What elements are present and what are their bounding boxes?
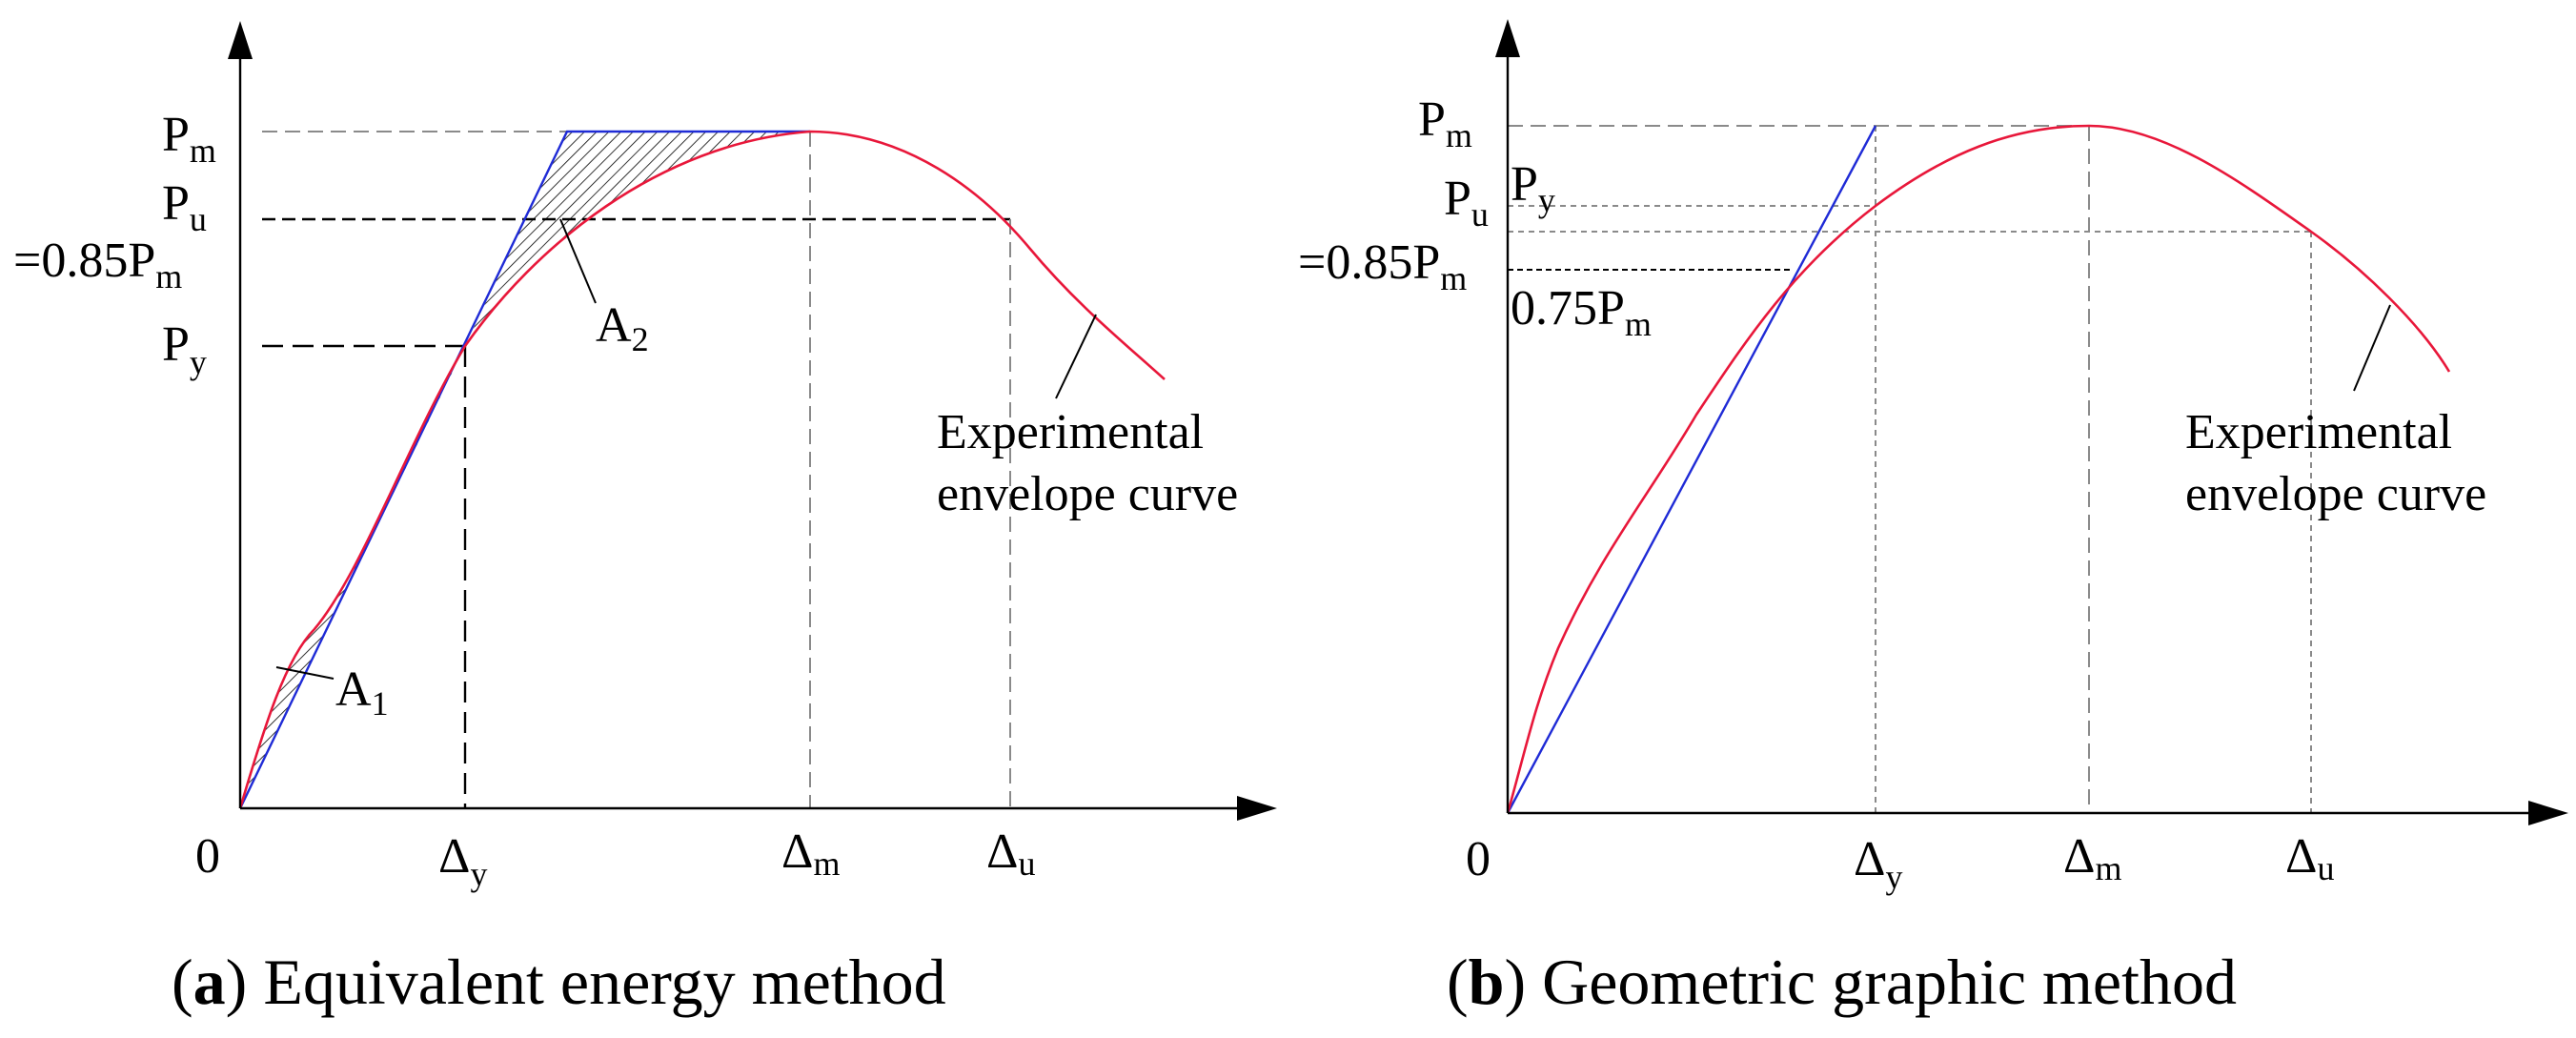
label-pm-b: Pm [1418, 92, 1472, 154]
label-dm-b: Δm [2063, 829, 2121, 887]
label-du-b: Δu [2285, 829, 2334, 887]
label-pu-eq-a: =0.85Pm [13, 234, 182, 295]
curve-label-a-line1: Experimental [937, 405, 1204, 459]
caption-a: (a) Equivalent energy method [172, 946, 946, 1018]
equivalent-secant-line [238, 130, 810, 809]
y-axis-arrow-b [1495, 19, 1520, 57]
a2-leader [559, 218, 597, 304]
y-axis-arrow-a [228, 21, 253, 59]
label-a1: A1 [335, 662, 389, 723]
label-du-a: Δu [986, 824, 1035, 883]
envelope-curve-b [1506, 124, 2451, 814]
panel-b: Pm Py Pu =0.85Pm 0.75Pm 0 Δy Δm Δu Exper… [1298, 19, 2568, 1018]
curve-label-b-line2: envelope curve [2185, 467, 2486, 521]
label-pu-eq-b: =0.85Pm [1298, 235, 1467, 297]
label-dy-b: Δy [1854, 832, 1902, 896]
secant-line-b [1506, 125, 1877, 814]
curve-label-leader-a [1055, 314, 1097, 399]
caption-b: (b) Geometric graphic method [1447, 946, 2237, 1018]
x-axis-arrow-b [2528, 801, 2568, 825]
label-py-a: Py [162, 317, 207, 381]
label-dy-a: Δy [438, 829, 487, 893]
panel-a: Pm Pu =0.85Pm Py 0 Δy Δm Δu A2 A1 Experi… [13, 21, 1277, 1018]
label-pm-a: Pm [162, 108, 216, 170]
label-a2: A2 [596, 298, 649, 358]
a1-leader [275, 666, 335, 680]
label-origin-b: 0 [1466, 832, 1491, 886]
label-py-b: Py [1511, 157, 1555, 219]
label-pu-a: Pu [162, 176, 207, 238]
envelope-curve-a [238, 130, 1166, 809]
area-a2-hatch [465, 132, 810, 346]
curve-label-b-line1: Experimental [2185, 405, 2452, 459]
label-origin-a: 0 [195, 829, 220, 884]
curve-label-a-line2: envelope curve [937, 467, 1238, 521]
x-axis-arrow-a [1237, 796, 1277, 821]
label-pu-b: Pu [1444, 172, 1489, 234]
label-p75-b: 0.75Pm [1511, 281, 1652, 343]
label-dm-a: Δm [781, 824, 840, 883]
curve-label-leader-b [2353, 304, 2391, 392]
